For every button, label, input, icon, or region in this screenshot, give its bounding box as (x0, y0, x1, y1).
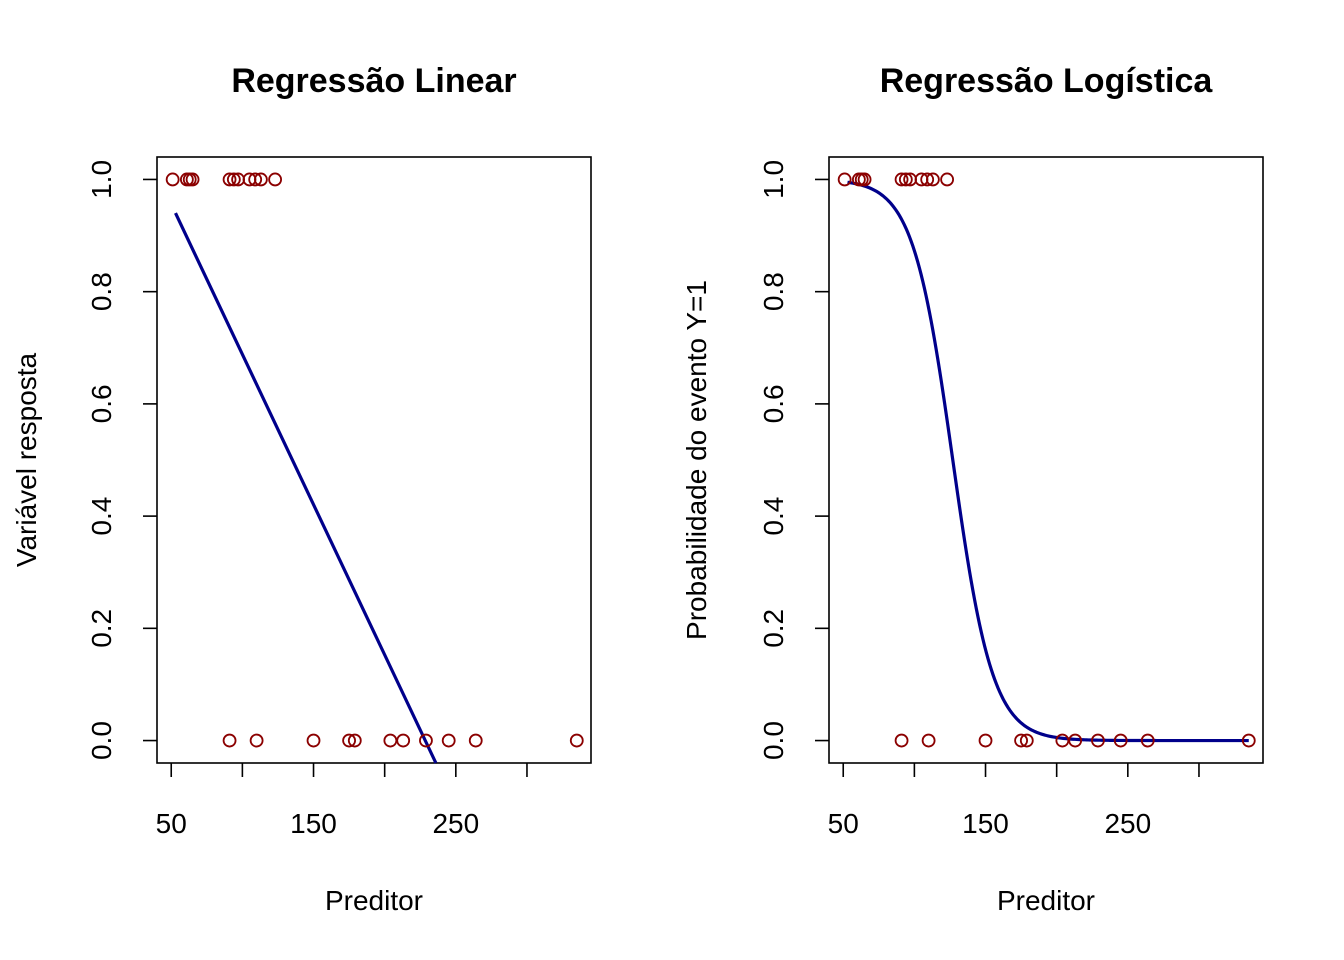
y-tick-label-0.4: 0.4 (758, 497, 789, 536)
panel-logistic-title: Regressão Logística (880, 62, 1214, 100)
data-point (268, 172, 283, 187)
panel-linear-plot-frame (156, 156, 592, 764)
data-point (306, 733, 321, 748)
y-tick-label-0.2: 0.2 (86, 609, 117, 648)
data-point (383, 733, 398, 748)
data-point (940, 172, 955, 187)
data-point (925, 172, 940, 187)
data-point (468, 733, 483, 748)
data-point (857, 172, 872, 187)
data-point (342, 733, 356, 748)
panel-linear-points (165, 172, 584, 748)
data-point (1068, 733, 1083, 748)
x-tick-label-250: 250 (432, 808, 479, 839)
panel-linear-fit-line (174, 212, 438, 764)
data-point (347, 733, 362, 748)
data-point (419, 733, 433, 748)
y-tick-label-1: 1.0 (758, 160, 789, 199)
data-point (1140, 733, 1155, 748)
data-point (222, 172, 237, 187)
data-point (248, 172, 263, 187)
x-tick-label-50: 50 (828, 808, 859, 839)
data-point (920, 172, 935, 187)
data-point (978, 733, 993, 748)
data-point (396, 733, 411, 748)
y-tick-label-0: 0.0 (86, 721, 117, 760)
y-tick-label-0.2: 0.2 (758, 609, 789, 648)
data-point (1019, 733, 1034, 748)
data-point (1055, 733, 1070, 748)
data-point (249, 733, 264, 748)
data-point (226, 172, 241, 187)
data-point (182, 172, 197, 187)
y-tick-label-1: 1.0 (86, 160, 117, 199)
panel-linear-y-axis: 0.0 0.2 0.4 0.6 0.8 1.0 (86, 160, 157, 760)
data-point (837, 172, 852, 187)
x-tick-label-250: 250 (1104, 808, 1151, 839)
panel-logistic-plot-frame (828, 156, 1264, 764)
panel-logistic-x-axis: 50 150 250 (828, 763, 1200, 839)
y-tick-label-0.8: 0.8 (86, 272, 117, 311)
x-tick-label-50: 50 (156, 808, 187, 839)
data-point (222, 733, 237, 748)
data-point (441, 733, 456, 748)
data-point (253, 172, 268, 187)
panel-logistic-points (837, 172, 1256, 748)
data-point (569, 733, 584, 748)
y-tick-label-0.6: 0.6 (86, 384, 117, 423)
panel-logistic-x-label: Preditor (997, 885, 1095, 916)
panel-logistic-fit-curve (847, 180, 1249, 743)
x-tick-label-150: 150 (962, 808, 1009, 839)
data-point (1241, 733, 1256, 748)
panel-logistic-y-axis: 0.0 0.2 0.4 0.6 0.8 1.0 (758, 160, 829, 760)
x-tick-label-150: 150 (290, 808, 337, 839)
y-tick-label-0: 0.0 (758, 721, 789, 760)
data-point (1113, 733, 1128, 748)
panel-linear-x-axis: 50 150 250 (156, 763, 528, 839)
panel-logistic: Regressão Logística 50 150 250 0.00.20.40.… (681, 62, 1264, 916)
data-point (1014, 733, 1028, 748)
panel-linear: Regressão Linear 50 150 250 0.00.20.40.60.… (11, 62, 592, 916)
panel-linear-x-label: Preditor (325, 885, 423, 916)
data-point (1091, 733, 1105, 748)
panel-linear-title: Regressão Linear (231, 62, 516, 100)
data-point (921, 733, 936, 748)
y-tick-label-0.6: 0.6 (758, 384, 789, 423)
data-point (165, 172, 180, 187)
y-tick-label-0.8: 0.8 (758, 272, 789, 311)
panel-logistic-y-label: Probabilidade do evento Y=1 (681, 280, 712, 640)
panel-linear-y-label: Variável resposta (11, 352, 42, 567)
data-point (894, 172, 909, 187)
y-tick-label-0.4: 0.4 (86, 497, 117, 536)
data-point (894, 733, 909, 748)
data-point (185, 172, 200, 187)
data-point (898, 172, 913, 187)
